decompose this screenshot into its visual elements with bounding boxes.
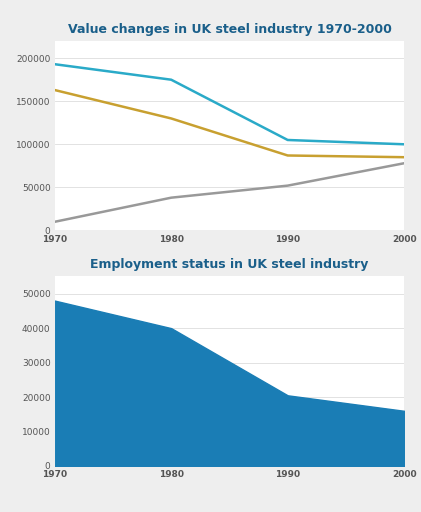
Title: Employment status in UK steel industry: Employment status in UK steel industry xyxy=(90,258,369,271)
Legend: Total UK demand, UK production, Import: Total UK demand, UK production, Import xyxy=(103,282,356,298)
Title: Value changes in UK steel industry 1970-2000: Value changes in UK steel industry 1970-… xyxy=(67,23,392,36)
